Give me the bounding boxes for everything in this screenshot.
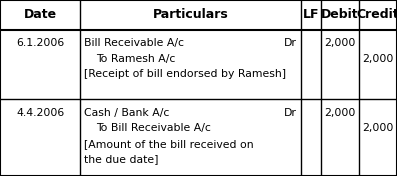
Text: Bill Receivable A/c: Bill Receivable A/c xyxy=(84,38,184,48)
Text: [Amount of the bill received on: [Amount of the bill received on xyxy=(84,139,254,149)
Text: the due date]: the due date] xyxy=(84,154,159,164)
Text: [Receipt of bill endorsed by Ramesh]: [Receipt of bill endorsed by Ramesh] xyxy=(84,69,286,79)
Text: Cash / Bank A/c: Cash / Bank A/c xyxy=(84,108,170,118)
Text: 2,000: 2,000 xyxy=(362,123,394,133)
Text: Credit: Credit xyxy=(357,8,397,21)
Text: 2,000: 2,000 xyxy=(324,108,356,118)
Text: 4.4.2006: 4.4.2006 xyxy=(16,108,64,118)
Text: Dr: Dr xyxy=(284,108,297,118)
Text: 2,000: 2,000 xyxy=(324,38,356,48)
Text: Particulars: Particulars xyxy=(152,8,228,21)
Text: To Ramesh A/c: To Ramesh A/c xyxy=(96,54,175,64)
Text: LF: LF xyxy=(303,8,319,21)
Text: 6.1.2006: 6.1.2006 xyxy=(16,38,64,48)
Text: Date: Date xyxy=(23,8,57,21)
Text: Dr: Dr xyxy=(284,38,297,48)
Text: 2,000: 2,000 xyxy=(362,54,394,64)
Text: Debit: Debit xyxy=(321,8,359,21)
Text: To Bill Receivable A/c: To Bill Receivable A/c xyxy=(96,123,211,133)
